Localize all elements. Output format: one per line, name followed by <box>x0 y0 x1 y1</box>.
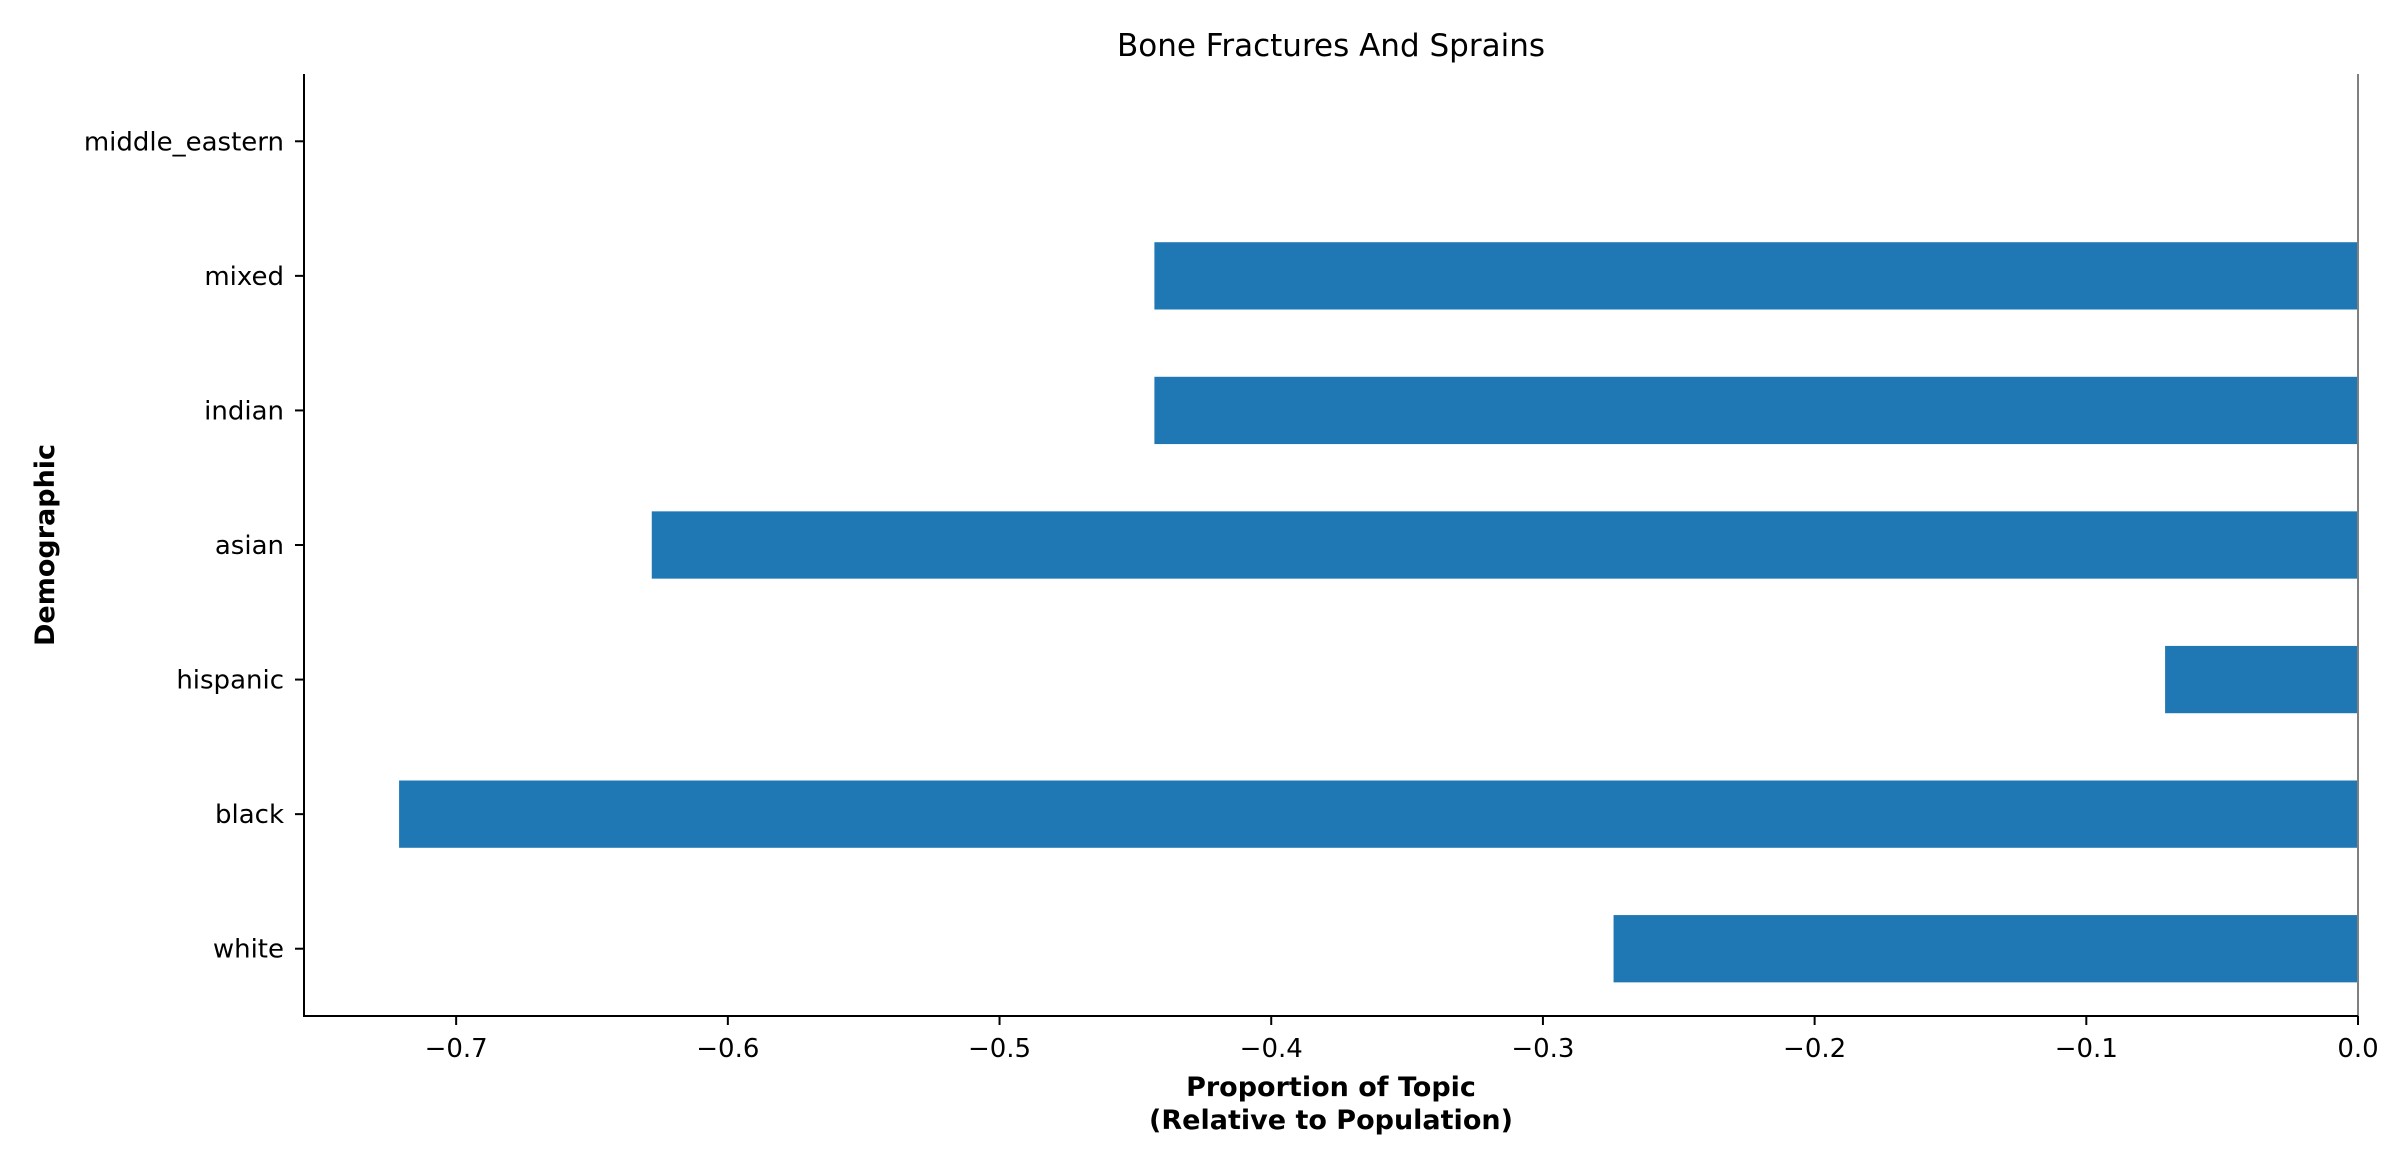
x-tick-label: 0.0 <box>2337 1034 2378 1064</box>
y-axis-label: Demographic <box>30 444 61 646</box>
bars <box>399 242 2359 983</box>
bar-mixed <box>1154 242 2358 310</box>
x-axis-label-line-2: (Relative to Population) <box>1149 1105 1513 1136</box>
bar-hispanic <box>2165 645 2358 714</box>
y-tick-label: mixed <box>204 262 284 292</box>
bar-black <box>399 780 2359 848</box>
y-tick-label: middle_eastern <box>84 127 284 157</box>
x-tick-label: −0.5 <box>968 1034 1031 1064</box>
y-tick-label: hispanic <box>176 666 284 696</box>
bar-indian <box>1154 376 2358 445</box>
x-tick-label: −0.4 <box>1240 1034 1303 1064</box>
y-tick-label: indian <box>204 396 284 426</box>
x-tick-label: −0.1 <box>2055 1034 2118 1064</box>
bar-white <box>1613 915 2358 983</box>
y-tick-label: black <box>215 800 284 830</box>
x-tick-label: −0.3 <box>1511 1034 1574 1064</box>
y-ticks: white black hispanic asian indian mixed middle… <box>84 127 304 965</box>
x-tick-label: −0.6 <box>696 1034 759 1064</box>
x-tick-label: −0.2 <box>1783 1034 1846 1064</box>
y-tick-label: white <box>213 935 284 965</box>
x-ticks: −0.7 −0.6 −0.5 −0.4 −0.3 −0.2 −0.1 0.0 <box>425 1016 2379 1064</box>
chart-title: Bone Fractures And Sprains <box>1117 28 1545 64</box>
y-tick-label: asian <box>215 531 284 561</box>
x-tick-label: −0.7 <box>425 1034 488 1064</box>
x-axis-label-line-1: Proportion of Topic <box>1186 1072 1476 1103</box>
bar-asian <box>651 511 2358 579</box>
